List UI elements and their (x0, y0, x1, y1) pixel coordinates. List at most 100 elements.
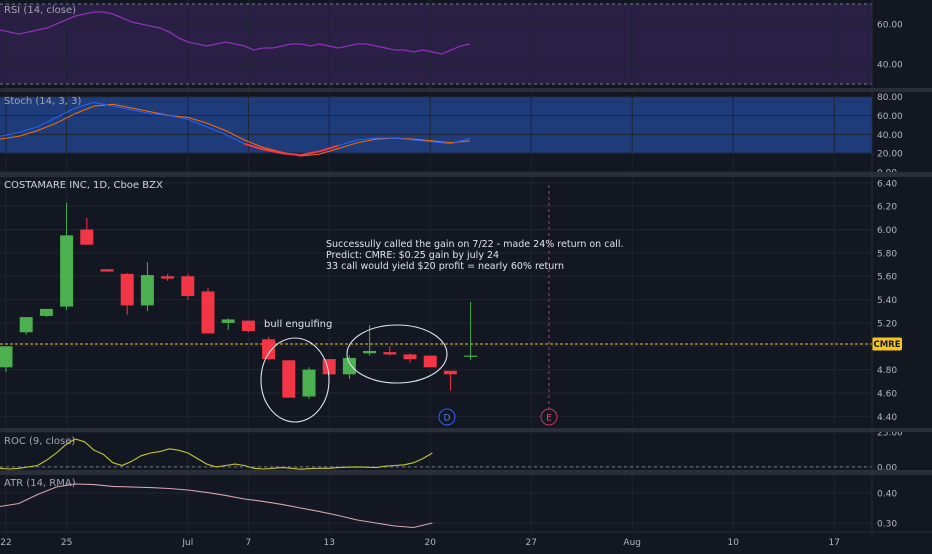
candle-body (302, 369, 316, 397)
candle-body (120, 273, 134, 306)
candle[interactable] (39, 308, 53, 318)
candle[interactable] (120, 272, 134, 315)
candle-body (423, 355, 437, 368)
candle[interactable] (403, 353, 417, 363)
atr-tick-label: 0.30 (877, 520, 897, 530)
price-title: COSTAMARE INC, 1D, Cboe BZX (4, 180, 163, 191)
candle-body (403, 354, 417, 360)
panel-separators[interactable] (0, 88, 932, 475)
candle-body (100, 269, 114, 272)
rsi-tick-label: 60.00 (877, 21, 903, 31)
price-tick-label: 6.00 (877, 226, 897, 236)
candle-body (80, 229, 94, 245)
time-axis-label: Jul (181, 538, 193, 548)
price-tick-label: 4.60 (877, 389, 897, 399)
bull-engulfing-circle[interactable] (260, 337, 330, 423)
roc-tick-label: 0.00 (877, 463, 897, 473)
price-tick-label: 6.20 (877, 203, 897, 213)
candle-body (322, 359, 336, 375)
candle-body (60, 235, 74, 307)
candle-body (342, 357, 356, 375)
candle[interactable] (100, 269, 114, 272)
candle[interactable] (383, 346, 397, 356)
panel-separator[interactable] (0, 172, 932, 177)
time-axis-label: 17 (828, 538, 839, 548)
candle-body (39, 308, 53, 316)
candle-body (0, 346, 13, 368)
candle[interactable] (241, 320, 255, 333)
time-axis[interactable]: 22 25 Jul 7 13 20 27 Aug 10 17 (0, 538, 840, 548)
earnings-marker[interactable]: E (540, 408, 558, 426)
candle-body (221, 319, 235, 323)
candle-body (383, 352, 397, 355)
panel-separator[interactable] (0, 470, 932, 475)
consolidation-circle[interactable] (346, 324, 448, 384)
candle[interactable] (464, 301, 478, 361)
atr-title: ATR (14, RMA) (4, 478, 76, 489)
candle[interactable] (19, 317, 33, 335)
candle[interactable] (0, 346, 13, 372)
candle[interactable] (363, 325, 377, 356)
dividends-marker-label: D (444, 414, 451, 424)
candle[interactable] (201, 287, 215, 334)
candle[interactable] (302, 367, 316, 399)
roc-y-axis[interactable]: 25.00 0.00 (877, 429, 903, 474)
candle[interactable] (221, 318, 235, 330)
candle[interactable] (161, 273, 175, 281)
rsi-background (0, 4, 872, 84)
candle[interactable] (423, 355, 437, 368)
price-tick-label: 4.80 (877, 366, 897, 376)
candle-body (241, 320, 255, 332)
candles[interactable] (0, 202, 478, 399)
candle[interactable] (443, 370, 457, 391)
price-y-axis[interactable]: 6.406.206.005.805.605.405.205.004.804.60… (877, 179, 897, 422)
note-line-1[interactable]: Successully called the gain on 7/22 - ma… (326, 239, 624, 250)
time-axis-label: Aug (623, 538, 641, 548)
rsi-panel[interactable]: RSI (14, close) 60.00 40.00 (0, 0, 903, 88)
note-line-2[interactable]: Predict: CMRE: $0.25 gain by july 24 (326, 250, 499, 261)
candle[interactable] (322, 359, 336, 376)
earnings-marker-circle (540, 408, 558, 426)
time-axis-label: 13 (323, 538, 334, 548)
candle[interactable] (262, 336, 276, 361)
atr-grid (0, 475, 872, 532)
drawing-annotations[interactable]: bull engulfing Successully called the ga… (260, 239, 624, 423)
stoch-tick-label: 20.00 (877, 150, 903, 160)
candle[interactable] (181, 273, 195, 300)
atr-panel[interactable]: ATR (14, RMA) 0.40 0.30 (0, 475, 897, 532)
candle-body (262, 339, 276, 360)
candle[interactable] (140, 262, 154, 312)
rsi-grid (0, 0, 872, 88)
candle[interactable] (80, 217, 94, 245)
candle[interactable] (60, 202, 74, 311)
note-line-3[interactable]: 33 call would yield $20 profit = nearly … (326, 261, 564, 272)
candle[interactable] (282, 360, 296, 398)
time-axis-label: 25 (61, 538, 72, 548)
rsi-y-axis[interactable]: 60.00 40.00 (877, 21, 903, 71)
dividends-marker[interactable]: D (438, 408, 456, 426)
panel-separator[interactable] (0, 428, 932, 432)
bull-engulfing-label[interactable]: bull engulfing (264, 319, 332, 330)
atr-y-axis[interactable]: 0.40 0.30 (877, 490, 897, 530)
stoch-tick-label: 80.00 (877, 93, 903, 103)
roc-grid (0, 431, 872, 470)
time-axis-label: 7 (246, 538, 252, 548)
candle[interactable] (342, 355, 356, 379)
symbol-tag-label: CMRE (873, 340, 900, 350)
stoch-tick-label: 60.00 (877, 112, 903, 122)
atr-line (0, 483, 433, 529)
time-axis-label: 10 (727, 538, 739, 548)
panel-separator[interactable] (0, 88, 932, 92)
roc-panel[interactable]: ROC (9, close) 25.00 0.00 (0, 429, 903, 474)
dividends-marker-circle (438, 408, 456, 426)
atr-tick-label: 0.40 (877, 490, 897, 500)
rsi-title: RSI (14, close) (4, 5, 76, 16)
price-panel[interactable]: COSTAMARE INC, 1D, Cboe BZX bull engulfi… (0, 177, 902, 428)
stoch-title: Stoch (14, 3, 3) (4, 96, 81, 107)
symbol-price-tag[interactable]: CMRE (872, 337, 902, 351)
stoch-panel[interactable]: Stoch (14, 3, 3) 80.0060.0040.0020.000.0… (0, 92, 903, 179)
stoch-k-oversold-segment (244, 142, 339, 157)
